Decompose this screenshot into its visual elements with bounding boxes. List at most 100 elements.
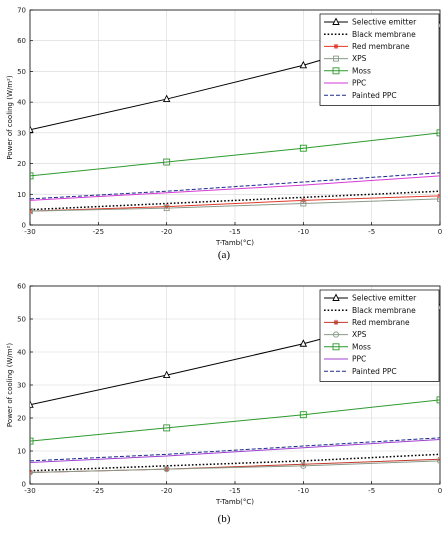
data-point [164, 203, 170, 210]
legend-entry: Painted PPC [352, 367, 397, 376]
data-point [30, 400, 34, 408]
legend-entry: XPS [352, 330, 367, 339]
data-point [30, 125, 34, 133]
x-tick-label: -25 [93, 228, 104, 236]
y-tick-label: 30 [17, 382, 26, 390]
data-point [300, 197, 306, 204]
legend-entry: Selective emitter [352, 18, 417, 27]
y-tick-label: 30 [17, 129, 26, 137]
x-tick-label: -15 [229, 487, 240, 495]
legend-entry: Red membrane [352, 318, 410, 327]
data-point [163, 158, 171, 166]
legend-marker [333, 319, 339, 325]
legend-entry: Moss [352, 66, 371, 75]
data-point [299, 411, 307, 419]
data-point [30, 437, 34, 445]
y-tick-label: 10 [17, 191, 26, 199]
chart-b: -30 -25 -20 -15 -10 -5 0 0 10 20 30 40 50 60 T-Tamb(°C… [6, 283, 442, 526]
data-point [437, 193, 440, 199]
series-line-red-membrane [30, 195, 440, 212]
legend-entry: Selective emitter [352, 294, 417, 303]
series-line-xps [30, 460, 440, 473]
y-tick-label: 0 [22, 481, 26, 489]
data-point [300, 200, 307, 207]
y-tick-label: 50 [17, 316, 26, 324]
series-line-ppc [30, 175, 440, 201]
x-tick-label: -30 [24, 487, 35, 495]
y-tick-label: 0 [22, 222, 26, 230]
legend-entry: PPC [352, 79, 366, 88]
x-tick-label: -30 [24, 228, 35, 236]
y-tick-label: 60 [17, 37, 26, 45]
data-point [436, 129, 440, 137]
data-point [436, 396, 440, 404]
figure-caption: (a) [218, 249, 231, 261]
legend-marker [333, 55, 339, 62]
series-line-moss [30, 132, 440, 177]
y-tick-label: 70 [17, 7, 26, 15]
series-line-painted-ppc [30, 437, 440, 462]
data-point [163, 466, 170, 473]
series-line-ppc [30, 438, 440, 464]
data-point [162, 94, 171, 103]
data-point [299, 144, 307, 152]
legend-marker [333, 43, 339, 49]
data-point [30, 172, 34, 180]
y-tick-label: 40 [17, 99, 26, 107]
legend-entry: XPS [352, 54, 367, 63]
data-point [299, 339, 308, 347]
legend-entry: Moss [352, 342, 371, 351]
legend: Selective emitter Black membrane Red membr… [319, 289, 440, 382]
legend-marker [332, 293, 340, 301]
y-tick-label: 20 [17, 160, 26, 168]
x-tick-label: -20 [161, 228, 172, 236]
series-line-moss [30, 399, 440, 442]
legend-entry: PPC [352, 355, 366, 364]
legend-marker [332, 343, 340, 351]
x-axis-label: T-Tamb(°C) [215, 498, 254, 506]
data-point [163, 424, 171, 432]
data-point [163, 205, 170, 212]
y-tick-label: 10 [17, 448, 26, 456]
legend-marker [332, 17, 340, 25]
data-point [162, 370, 171, 379]
x-tick-label: -10 [298, 228, 309, 236]
data-point [299, 60, 308, 69]
data-point [437, 195, 440, 202]
plot-area [30, 302, 440, 476]
legend-box [319, 13, 440, 106]
data-point [30, 469, 34, 476]
x-tick-label: -25 [93, 487, 104, 495]
legend-box [319, 289, 440, 382]
x-tick-label: -20 [161, 487, 172, 495]
chart-a: -30 -25 -20 -15 -10 -5 0 0 10 20 30 40 50 60 70 T-Tamb(… [6, 7, 442, 262]
y-axis-label: Power of cooling (W/m²) [6, 343, 14, 427]
legend-entry: Black membrane [352, 306, 416, 315]
series-line-painted-ppc [30, 172, 440, 200]
data-point [30, 208, 33, 215]
series-line-xps [30, 198, 440, 212]
x-tick-label: 0 [438, 487, 442, 495]
x-tick-label: -5 [368, 487, 375, 495]
x-tick-label: -10 [298, 487, 309, 495]
y-tick-label: 50 [17, 68, 26, 76]
x-axis-label: T-Tamb(°C) [215, 239, 254, 247]
legend-marker [332, 331, 340, 338]
x-tick-label: 0 [438, 228, 442, 236]
legend-marker [332, 67, 340, 75]
data-point [300, 462, 307, 469]
figure-caption: (b) [218, 513, 231, 525]
data-point [300, 461, 306, 467]
y-tick-label: 20 [17, 415, 26, 423]
legend-entry: Red membrane [352, 42, 410, 51]
data-point [436, 457, 440, 464]
x-tick-label: -15 [229, 228, 240, 236]
legend-entry: Black membrane [352, 30, 416, 39]
y-tick-label: 40 [17, 349, 26, 357]
y-tick-label: 60 [17, 283, 26, 291]
x-tick-label: -5 [368, 228, 375, 236]
series-line-black-membrane [30, 190, 440, 211]
legend: Selective emitter Black membrane Red membr… [319, 13, 440, 106]
y-axis-label: Power of cooling (W/m²) [6, 75, 14, 159]
